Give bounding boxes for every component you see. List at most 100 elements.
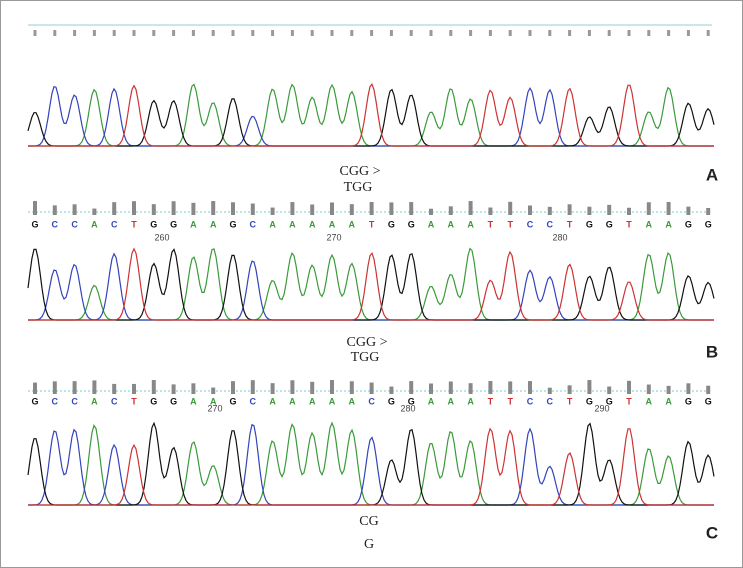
annotation: CG	[359, 514, 378, 529]
quality-bar	[429, 30, 433, 36]
quality-bar	[547, 206, 552, 215]
quality-bar	[191, 202, 196, 215]
quality-bar	[132, 201, 136, 215]
quality-bar	[528, 381, 532, 394]
base-call: C	[111, 396, 118, 406]
quality-bar	[607, 386, 612, 394]
quality-bar	[607, 30, 611, 36]
base-call: G	[229, 396, 236, 406]
quality-bar	[171, 384, 176, 394]
quality-bar	[468, 201, 473, 215]
base-call: A	[269, 396, 276, 406]
quality-bar	[646, 202, 651, 215]
base-call: C	[547, 396, 554, 406]
quality-bar	[389, 386, 394, 394]
quality-bar	[547, 387, 552, 394]
panel-label: B	[706, 342, 718, 361]
base-call: C	[111, 219, 118, 229]
base-call: G	[388, 219, 395, 229]
quality-bar	[330, 380, 334, 394]
base-call: G	[31, 396, 38, 406]
quality-bar	[231, 202, 235, 215]
trace	[28, 83, 714, 147]
quality-bar	[488, 381, 493, 394]
quality-bar	[627, 207, 631, 215]
quality-bar	[488, 30, 492, 36]
quality-bar	[528, 30, 532, 36]
base-call: A	[329, 396, 336, 406]
quality-bar	[52, 381, 57, 394]
quality-bar	[171, 201, 176, 215]
base-call: G	[170, 396, 177, 406]
base-call: G	[586, 396, 593, 406]
quality-bar	[191, 30, 195, 36]
quality-bar	[646, 384, 651, 394]
position-label: 280	[552, 232, 567, 242]
quality-bar	[172, 30, 176, 36]
quality-bar	[389, 30, 393, 36]
quality-bar	[33, 382, 37, 394]
position-label: 280	[400, 403, 415, 413]
quality-bar	[53, 30, 57, 36]
base-call: A	[665, 396, 672, 406]
annotation: G	[364, 537, 374, 552]
quality-bar	[627, 380, 631, 394]
quality-bar	[270, 207, 275, 215]
quality-bar	[587, 380, 592, 394]
base-call: A	[349, 219, 356, 229]
quality-bar	[686, 206, 691, 215]
trace	[27, 88, 715, 147]
quality-bar	[429, 208, 433, 215]
base-call: A	[646, 219, 653, 229]
base-call: C	[71, 396, 78, 406]
quality-bar	[508, 381, 513, 394]
quality-bar	[290, 202, 295, 215]
base-call: T	[131, 219, 137, 229]
quality-bar	[567, 204, 572, 215]
base-call: G	[586, 219, 593, 229]
base-call: A	[269, 219, 276, 229]
quality-bar	[686, 383, 691, 394]
quality-bar	[370, 30, 374, 36]
base-call: A	[309, 219, 316, 229]
base-call: G	[229, 219, 236, 229]
quality-bar	[706, 207, 711, 215]
quality-bar	[73, 30, 77, 36]
quality-bar	[488, 207, 493, 215]
quality-bar	[191, 383, 196, 394]
quality-bar	[310, 30, 314, 36]
base-call: T	[488, 396, 494, 406]
quality-bar	[627, 30, 631, 36]
trace	[28, 427, 714, 506]
base-call: T	[507, 396, 513, 406]
quality-bar	[310, 204, 315, 215]
base-call: A	[428, 396, 435, 406]
quality-bar	[270, 383, 275, 394]
quality-bar	[666, 385, 671, 394]
quality-bar	[666, 201, 671, 215]
quality-bar	[211, 201, 216, 215]
panel-label: A	[706, 165, 718, 184]
base-call: A	[665, 219, 672, 229]
quality-bar	[409, 30, 413, 36]
base-call: A	[646, 396, 653, 406]
quality-bar	[409, 202, 414, 215]
quality-bar	[508, 30, 512, 36]
quality-bar	[231, 381, 235, 394]
base-call: G	[150, 396, 157, 406]
quality-bar	[290, 30, 294, 36]
quality-bar	[508, 201, 513, 215]
base-call: G	[685, 396, 692, 406]
base-call: G	[31, 219, 38, 229]
quality-bar	[92, 208, 97, 215]
quality-bar	[72, 381, 77, 394]
base-call: C	[71, 219, 78, 229]
base-call: A	[289, 219, 296, 229]
base-call: T	[626, 396, 632, 406]
trace	[28, 247, 714, 321]
quality-bar	[211, 387, 216, 394]
base-call: A	[190, 396, 197, 406]
base-call: T	[488, 219, 494, 229]
quality-bar	[449, 30, 453, 36]
position-label: 270	[207, 403, 222, 413]
